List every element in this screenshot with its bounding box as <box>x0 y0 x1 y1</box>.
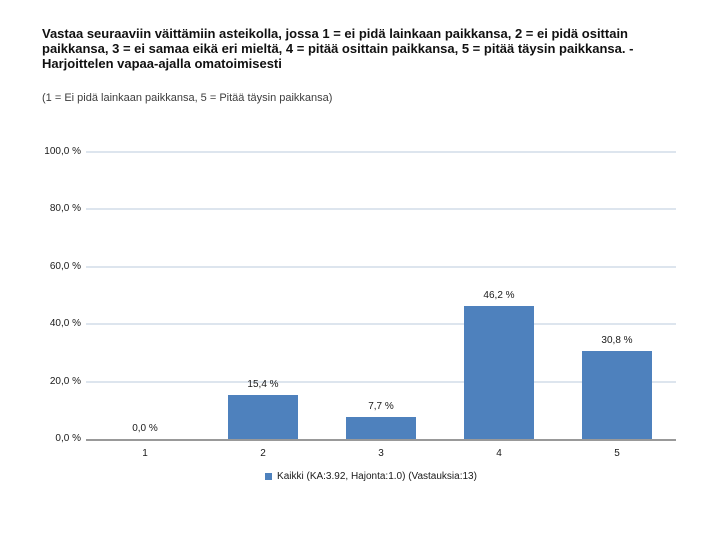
y-axis-tick-label: 20,0 % <box>49 375 81 387</box>
bar-value-label: 7,7 % <box>368 400 394 412</box>
y-axis-tick-label: 100,0 % <box>44 146 81 157</box>
y-axis-tick-label: 60,0 % <box>49 260 81 272</box>
bar-value-label: 0,0 % <box>132 423 158 434</box>
chart-title: Vastaa seuraaviin väittämiin asteikolla,… <box>42 26 634 71</box>
x-axis-category-label: 1 <box>142 448 148 459</box>
gridline <box>86 323 676 326</box>
x-axis-category-label: 4 <box>496 448 502 459</box>
gridline <box>86 151 676 153</box>
gridline <box>86 265 676 268</box>
gridline <box>86 380 676 383</box>
legend-color-swatch <box>265 473 273 480</box>
bar-category-2 <box>228 394 298 439</box>
y-axis-tick-label: 80,0 % <box>49 203 81 215</box>
y-axis-tick-label: 40,0 % <box>49 318 81 330</box>
y-axis-tick-label: 0,0 % <box>55 433 81 444</box>
bar-value-label: 46,2 % <box>483 290 515 302</box>
bar-value-label: 15,4 % <box>247 378 279 390</box>
legend-label: Kaikki (KA:3.92, Hajonta:1.0) (Vastauksi… <box>277 471 477 482</box>
gridline <box>86 208 676 211</box>
x-axis-line <box>86 439 676 441</box>
bar-category-3 <box>346 416 416 439</box>
bar-category-5 <box>582 350 652 439</box>
chart-legend: Kaikki (KA:3.92, Hajonta:1.0) (Vastauksi… <box>86 471 656 482</box>
bar-category-4 <box>464 306 534 439</box>
bar-value-label: 30,8 % <box>601 334 633 346</box>
chart-subtitle: (1 = Ei pidä lainkaan paikkansa, 5 = Pit… <box>42 92 333 104</box>
x-axis-category-label: 2 <box>260 448 266 459</box>
x-axis-category-label: 5 <box>614 448 620 459</box>
x-axis-category-label: 3 <box>378 448 384 459</box>
